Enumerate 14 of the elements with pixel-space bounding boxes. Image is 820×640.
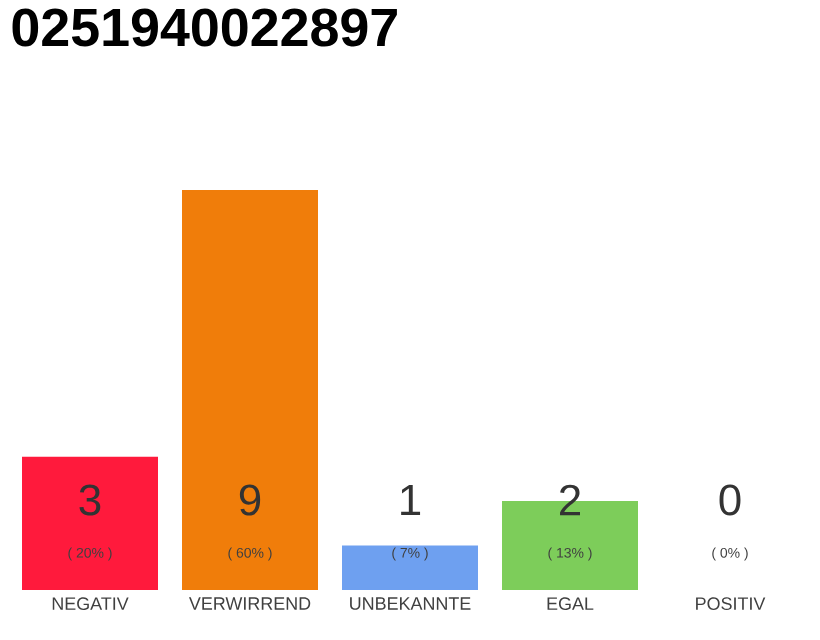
x-tick-label: POSITIV <box>696 597 766 610</box>
data-label: 3 <box>79 484 101 516</box>
data-label: 9 <box>239 484 261 516</box>
chart-title: 0251940022897 <box>12 8 397 47</box>
x-tick-label: EGAL <box>547 597 594 610</box>
bar <box>342 545 478 590</box>
data-label: 2 <box>560 484 580 516</box>
x-tick-label: UNBEKANNTE <box>350 597 471 610</box>
x-tick-label: NEGATIV <box>52 597 129 610</box>
x-tick-label: VERWIRREND <box>188 597 311 610</box>
data-label: 1 <box>401 484 421 516</box>
bar <box>22 456 158 590</box>
data-label: 0 <box>719 484 741 516</box>
bar <box>182 190 318 590</box>
